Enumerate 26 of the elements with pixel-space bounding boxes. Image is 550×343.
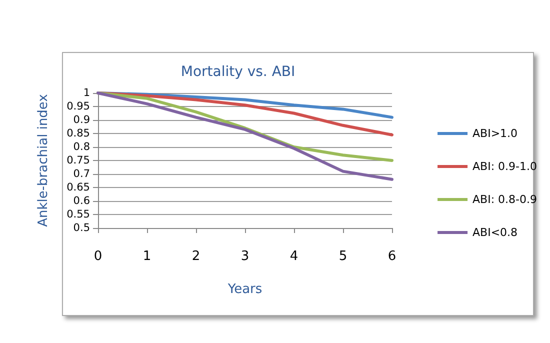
line-series — [96, 92, 394, 181]
x-tick-label: 5 — [338, 249, 348, 264]
legend-label: ABI<0.8 — [472, 226, 518, 239]
y-tick-label: 1 — [83, 87, 90, 99]
chart-title: Mortality vs. ABI — [180, 64, 296, 80]
x-tick-label: 6 — [388, 249, 396, 264]
x-tick-label: 0 — [94, 249, 102, 264]
y-tick-label: 0.95 — [66, 100, 90, 112]
y-tick-label: 0.75 — [66, 154, 90, 166]
legend-label: ABI>1.0 — [472, 127, 518, 140]
x-tick-label: 3 — [240, 249, 250, 264]
y-tick-label: 0.8 — [73, 141, 90, 153]
y-tick-label: 0.6 — [73, 195, 90, 207]
legend-label: ABI: 0.8-0.9 — [472, 193, 538, 206]
legend-label: ABI: 0.9-1.0 — [472, 160, 538, 173]
x-tick-label: 4 — [290, 249, 298, 264]
y-tick-label: 0.85 — [66, 128, 90, 140]
y-tick-label: 0.55 — [66, 208, 90, 220]
x-tick-label: 2 — [192, 249, 200, 264]
x-axis-title: Years — [226, 282, 262, 297]
y-tick-label: 0.9 — [73, 114, 90, 126]
x-tick-label: 1 — [142, 249, 152, 264]
y-axis-title: Ankle-brachial index — [36, 94, 51, 227]
y-tick-label: 0.7 — [73, 168, 90, 180]
y-tick-label: 0.5 — [73, 222, 90, 234]
y-tick-label: 0.65 — [66, 182, 90, 194]
